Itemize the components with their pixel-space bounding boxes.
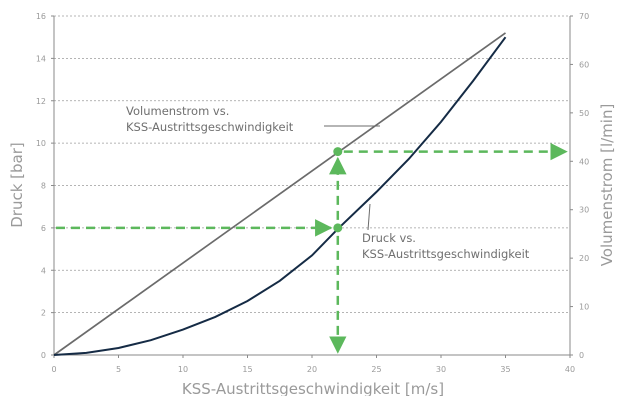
gridlines [54, 15, 570, 313]
annotation-volumenstrom-line2: KSS-Austrittsgeschwindigkeit [126, 120, 294, 134]
tick-labels: 0 5 10 15 20 25 30 35 40 0 2 4 6 8 10 12 14 16 0 10 20 30 40 50… [36, 12, 589, 374]
y-tick-label: 0 [41, 351, 46, 360]
x-tick-label: 40 [565, 365, 575, 374]
x-tick-label: 5 [116, 365, 121, 374]
y-tick-label: 12 [36, 97, 46, 106]
x-tick-label: 10 [178, 365, 188, 374]
annotation-druck-line1: Druck vs. [362, 231, 416, 245]
y-tick-label: 4 [41, 266, 46, 275]
y-tick-label: 2 [41, 309, 46, 318]
x-tick-label: 30 [436, 365, 446, 374]
y-tick-label: 8 [41, 182, 46, 191]
y-tick-label: 6 [41, 224, 46, 233]
axes [51, 15, 573, 358]
y-tick-label: 10 [36, 139, 46, 148]
y2-tick-label: 50 [579, 109, 589, 118]
y2-tick-label: 70 [579, 12, 589, 21]
x-tick-label: 35 [500, 365, 510, 374]
y2-tick-label: 30 [579, 206, 589, 215]
y-tick-label: 14 [36, 54, 46, 63]
y2-tick-label: 60 [579, 60, 589, 69]
y2-tick-label: 20 [579, 254, 589, 263]
marker-point-2 [333, 147, 343, 157]
x-axis-title: KSS-Austrittsgeschwindigkeit [m/s] [182, 380, 444, 396]
y-axis-title-left: Druck [bar] [8, 142, 26, 228]
x-tick-label: 0 [51, 365, 56, 374]
marker-point-1 [333, 223, 343, 233]
x-tick-label: 15 [242, 365, 252, 374]
annotations: Volumenstrom vs. KSS-Austrittsgeschwindig… [126, 104, 530, 261]
y2-tick-label: 40 [579, 157, 589, 166]
series-lines [53, 32, 507, 356]
annotation-druck-leader [367, 203, 371, 231]
y-tick-label: 16 [36, 12, 46, 21]
guide-lines [56, 142, 568, 354]
y-axis-title-right: Volumenstrom [l/min] [598, 104, 616, 267]
x-tick-label: 20 [307, 365, 317, 374]
series-line-1 [53, 32, 506, 356]
x-tick-label: 25 [371, 365, 381, 374]
annotation-volumenstrom-line1: Volumenstrom vs. [126, 104, 229, 118]
y2-tick-label: 0 [579, 351, 584, 360]
y2-tick-label: 10 [579, 303, 589, 312]
annotation-druck-line2: KSS-Austrittsgeschwindigkeit [362, 247, 530, 261]
series-line-2 [53, 36, 507, 356]
